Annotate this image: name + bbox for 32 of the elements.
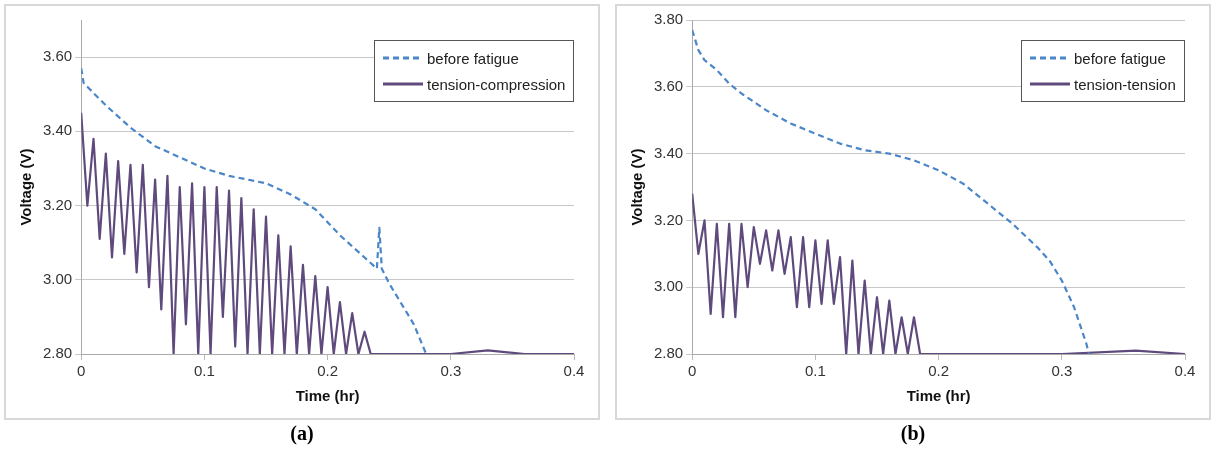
legend-label: before fatigue [427,49,519,67]
line-series [81,67,428,354]
x-tick-label: 0.4 [1174,362,1196,380]
y-tick-label: 3.60 [42,47,73,65]
x-tick-label: 0.3 [1051,362,1073,380]
x-tick-label: 0 [688,362,697,380]
legend-label: tension-tension [1074,75,1176,93]
x-tick-label: 0.2 [928,362,950,380]
y-tick-label: 3.00 [653,277,684,295]
y-tick-label: 2.80 [653,344,684,362]
x-tick-label: 0.4 [563,362,585,380]
y-tick-label: 3.20 [42,195,73,213]
y-tick-label: 3.60 [653,76,684,94]
x-tick-label: 0.2 [317,362,339,380]
x-axis-title: Time (hr) [295,387,360,405]
text: (a) [289,422,315,445]
x-tick-label: 0.1 [193,362,215,380]
x-axis-title: Time (hr) [906,387,971,405]
y-axis-title: Voltage (V) [17,148,35,226]
text: (b) [899,422,927,445]
y-tick-label: 3.40 [653,143,684,161]
y-tick-label: 3.80 [653,10,684,28]
y-tick-label: 2.80 [42,344,73,362]
y-tick-label: 3.40 [42,121,73,139]
x-tick-label: 0.3 [440,362,462,380]
y-axis-title: Voltage (V) [628,148,646,226]
x-tick-label: 0 [77,362,86,380]
legend-label: before fatigue [1074,49,1166,67]
x-tick-label: 0.1 [804,362,826,380]
legend-label: tension-compression [427,75,566,93]
y-tick-label: 3.20 [653,210,684,228]
y-tick-label: 3.00 [42,269,73,287]
